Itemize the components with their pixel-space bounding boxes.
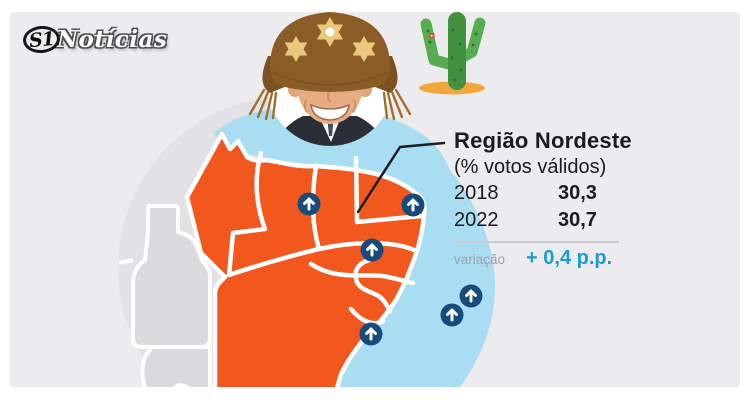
ocean-shape <box>213 106 496 387</box>
year-value: 30,3 <box>558 182 597 204</box>
up-arrow-badge <box>440 303 464 327</box>
year-label: 2022 <box>454 209 499 231</box>
metric-subtitle: (% votos válidos) <box>454 156 607 178</box>
cactus-spines <box>426 28 478 82</box>
up-arrow-icon <box>407 198 419 212</box>
logo-oval: S1 <box>21 24 62 55</box>
data-callout: Região Nordeste (% votos válidos) 2018 3… <box>454 128 632 270</box>
trend-badges <box>297 192 483 346</box>
divider <box>454 241 619 243</box>
state-tocantins <box>131 204 212 349</box>
data-row-2022: 2022 30,7 <box>454 207 632 234</box>
up-arrow-badge <box>359 322 383 346</box>
state-borders <box>226 150 424 326</box>
neighbour-states <box>118 204 212 387</box>
variation-label: variação <box>454 252 506 267</box>
up-arrow-badge <box>360 238 384 262</box>
smile <box>310 103 350 121</box>
up-arrow-icon <box>365 327 377 341</box>
map-dot <box>170 383 192 387</box>
brand-logo: S1 Notícias <box>21 24 168 55</box>
variation-row: variação + 0,4 p.p. <box>454 247 632 270</box>
up-arrow-icon <box>465 289 477 303</box>
region-title: Região Nordeste <box>454 128 632 153</box>
up-arrow-badge <box>401 193 425 217</box>
cactus-icon <box>419 12 486 95</box>
up-arrow-badge <box>459 284 483 308</box>
logo-name: Notícias <box>57 26 168 53</box>
hat-tassels <box>248 88 412 121</box>
year-label: 2018 <box>454 182 499 204</box>
state-border-line <box>118 258 134 265</box>
variation-value: + 0,4 p.p. <box>526 247 613 269</box>
data-row-2018: 2018 30,3 <box>454 180 632 207</box>
logo-s1: S1 <box>28 27 55 52</box>
up-arrow-badge <box>297 192 321 216</box>
year-value: 30,7 <box>558 209 597 231</box>
cangaceiro-hat <box>248 12 412 121</box>
up-arrow-icon <box>303 197 315 211</box>
callout-line <box>356 141 446 214</box>
up-arrow-icon <box>366 243 378 257</box>
state-southwest-neighbour <box>140 345 212 387</box>
up-arrow-icon <box>446 308 458 322</box>
hat-stars <box>284 17 376 62</box>
